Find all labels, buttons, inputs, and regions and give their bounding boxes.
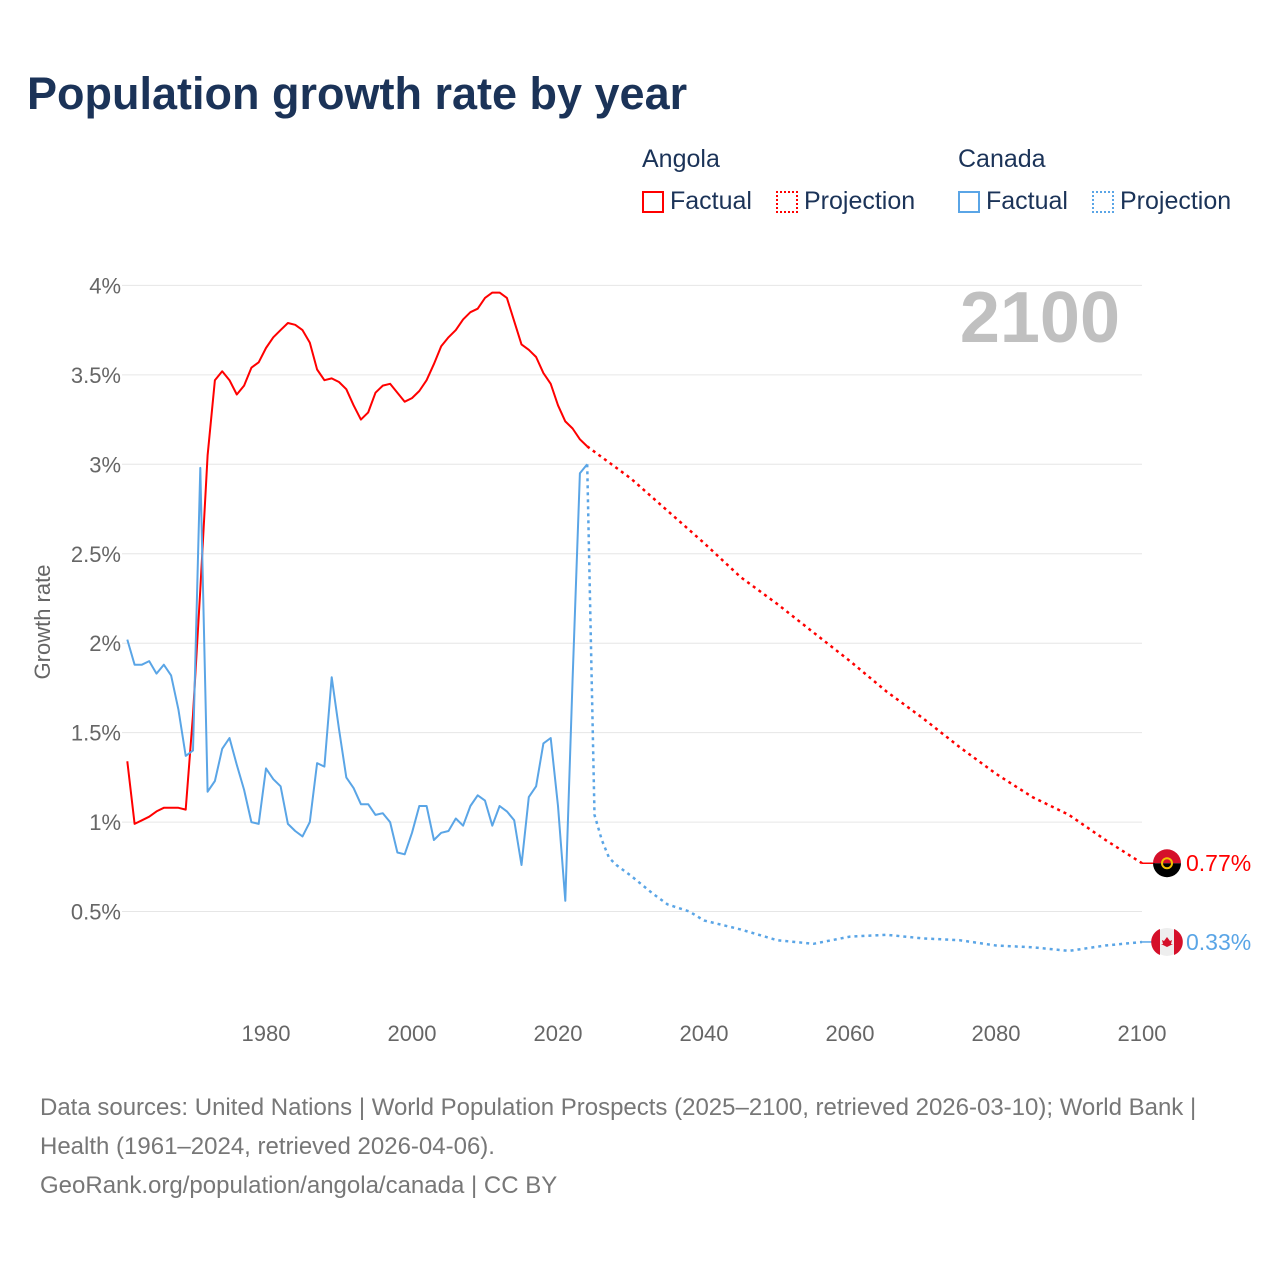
legend-swatch-solid [958,190,980,213]
y-tick-label: 3.5% [71,363,121,388]
flag-red-half [1153,849,1181,864]
y-tick-label: 2% [89,631,121,656]
y-tick-label: 4% [89,273,121,298]
flag-red-right [1174,928,1183,955]
x-tick-label: 2060 [826,1021,875,1046]
y-axis-label: Growth rate [30,565,55,680]
canada-flag-icon [1151,927,1183,956]
legend-swatch-dotted [1092,190,1114,213]
y-tick-label: 1% [89,810,121,835]
y-tick-label: 1.5% [71,721,121,746]
canada-factual-line [126,463,588,902]
flag-black-half [1153,863,1181,878]
x-tick-label: 2080 [972,1021,1021,1046]
x-tick-label: 2040 [680,1021,729,1046]
source-link[interactable]: GeoRank.org/population/angola/canada | C… [40,1172,558,1199]
flag-emblem [1161,857,1173,870]
legend-label: Factual [670,187,752,215]
legend-label: Projection [1120,187,1232,215]
data-sources: Data sources: United Nations | World Pop… [40,1094,1197,1160]
angola-factual-line [126,291,588,825]
legend-swatch-solid [642,190,664,213]
y-tick-label: 0.5% [71,900,121,925]
legend-angola-projection[interactable]: Projection [776,187,915,216]
x-tick-label: 2000 [388,1021,437,1046]
legend-group-angola: Angola [642,145,720,173]
legend-canada-projection[interactable]: Projection [1092,187,1231,216]
canada-end-label: 0.33% [1186,929,1251,955]
angola-projection-line [586,445,1143,865]
angola-flag-icon [1153,849,1181,878]
x-tick-label: 1980 [242,1021,291,1046]
canada-projection-line [585,464,1143,953]
legend-label: Factual [986,187,1068,215]
x-tick-label: 2100 [1118,1021,1167,1046]
legend-angola-factual[interactable]: Factual [642,187,752,216]
legend-label: Projection [804,187,916,215]
y-tick-label: 2.5% [71,542,121,567]
x-tick-label: 2020 [534,1021,583,1046]
flag-red-left [1151,928,1160,955]
chart-title: Population growth rate by year [27,68,688,119]
maple-leaf [1161,936,1173,947]
legend-group-canada: Canada [958,145,1046,173]
legend-swatch-dotted [776,190,798,213]
legend-canada-factual[interactable]: Factual [958,187,1068,216]
year-watermark: 2100 [960,278,1120,358]
footer: Data sources: United Nations | World Pop… [40,1088,1240,1205]
angola-end-label: 0.77% [1186,850,1251,876]
y-tick-label: 3% [89,452,121,477]
